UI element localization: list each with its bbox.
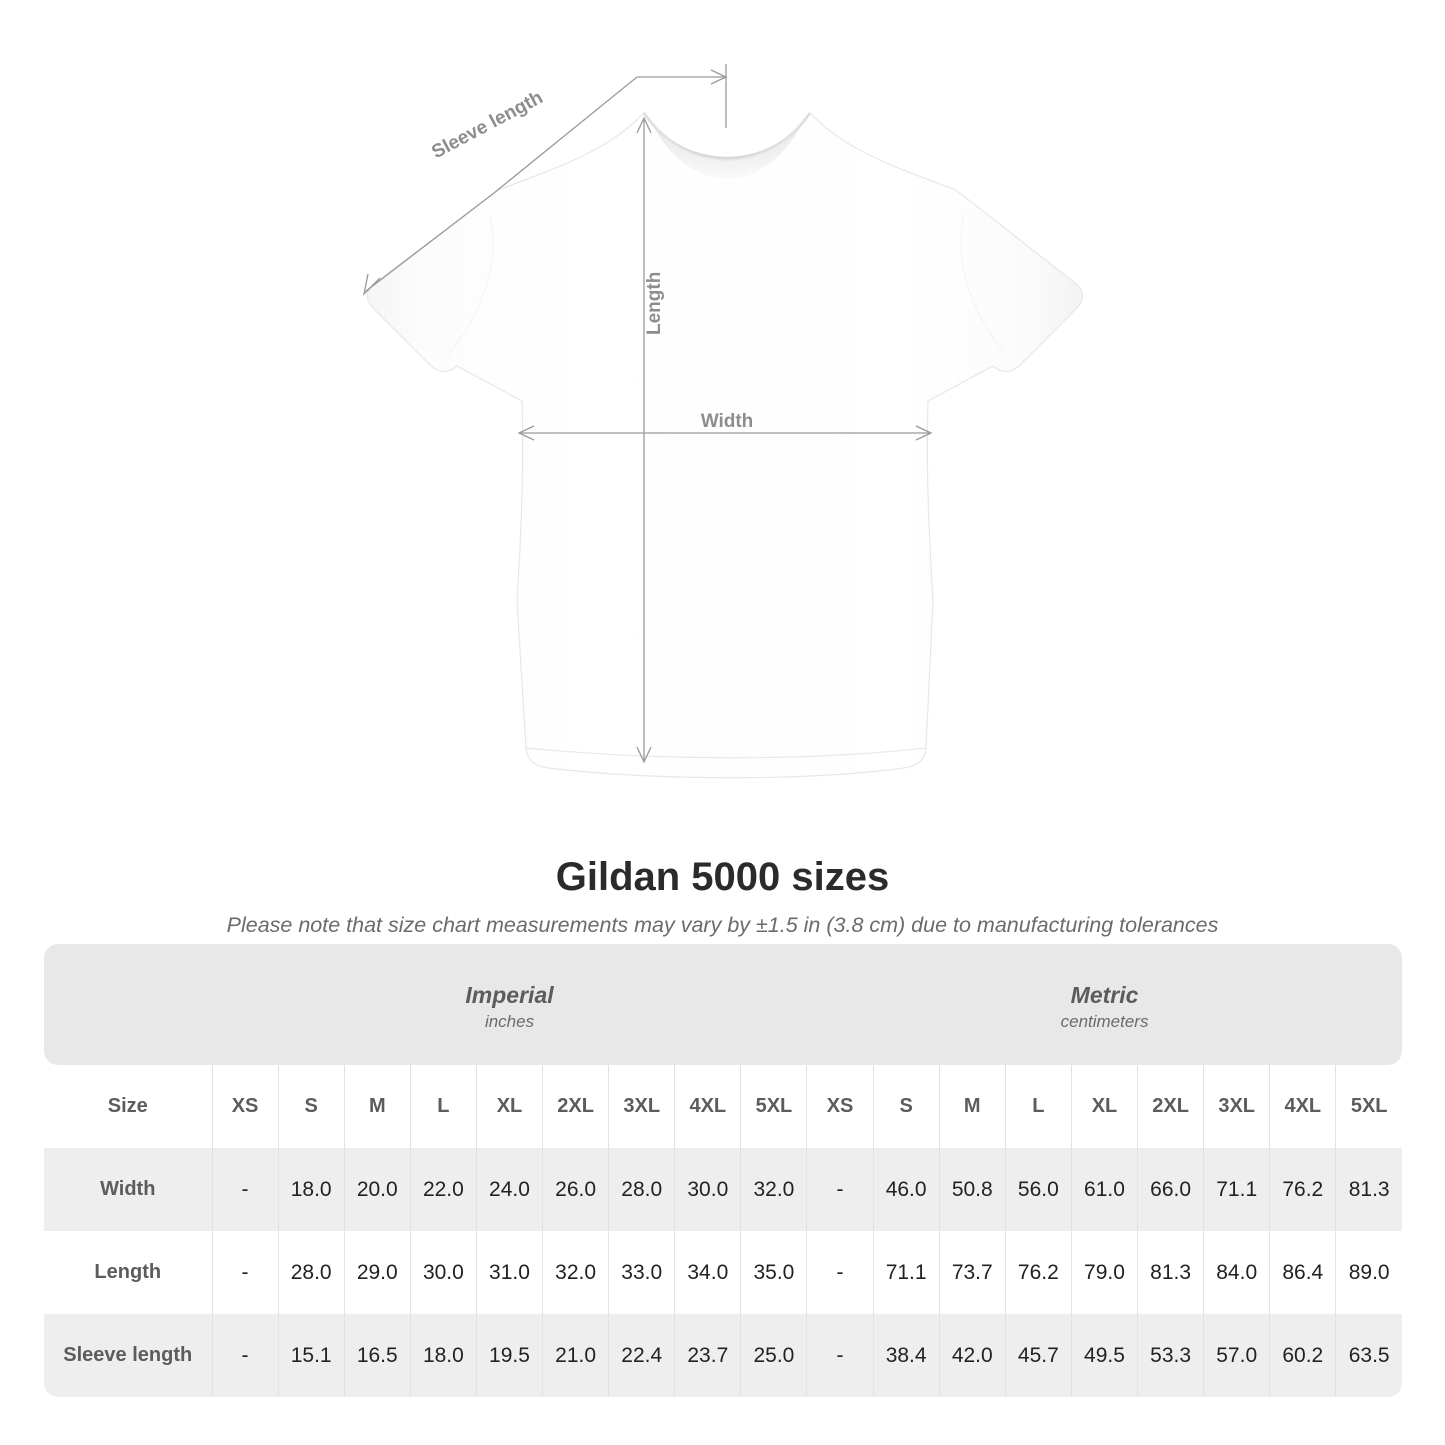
svg-text:Sleeve length: Sleeve length: [428, 87, 546, 163]
svg-text:Width: Width: [701, 411, 754, 432]
svg-text:Length: Length: [644, 272, 665, 335]
